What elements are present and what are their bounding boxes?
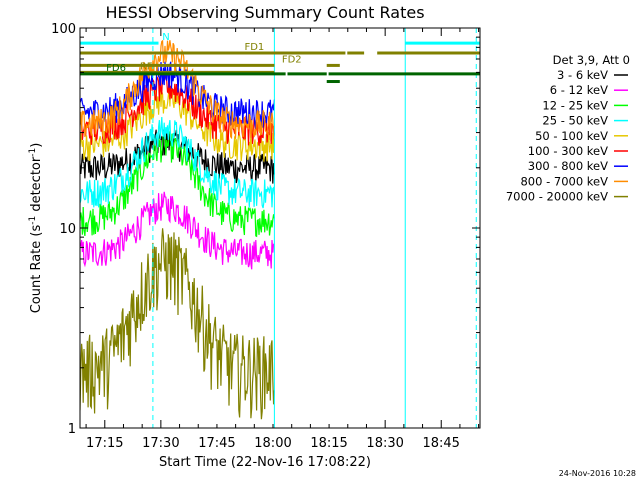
- x-tick-label: 18:30: [366, 436, 403, 451]
- x-axis-label: Start Time (22-Nov-16 17:08:22): [159, 455, 371, 470]
- flag-label-n: N: [162, 32, 169, 43]
- x-tick-label: 18:45: [422, 436, 459, 451]
- series-line-3: [80, 130, 275, 238]
- x-tick-label: 18:15: [310, 436, 347, 451]
- y-tick-label: 100: [51, 22, 76, 37]
- x-tick-label: 18:00: [254, 436, 291, 451]
- legend-label: 800 - 7000 keV: [520, 174, 608, 188]
- legend-label: 300 - 800 keV: [528, 159, 608, 173]
- y-axis-label-part3: ): [29, 143, 44, 148]
- flag-label-rf: RF: [140, 61, 153, 72]
- y-axis-label-sup2: -1: [28, 148, 38, 157]
- y-axis: 1 10 100: [51, 22, 480, 437]
- legend-label: 3 - 6 keV: [557, 68, 608, 82]
- x-tick-label: 17:45: [198, 436, 235, 451]
- series-line-2: [80, 191, 275, 270]
- series-line-4: [80, 116, 275, 209]
- y-tick-label: 1: [68, 422, 76, 437]
- series-line-8: [80, 39, 275, 141]
- legend-label: 7000 - 20000 keV: [506, 190, 608, 204]
- legend-header: Det 3,9, Att 0: [553, 53, 630, 67]
- y-tick-label: 10: [59, 222, 76, 237]
- plot-area: N FD1 FD2 RF FD6: [80, 28, 480, 428]
- x-axis: 17:15 17:30 17:45 18:00 18:15 18:30 18:45: [85, 28, 480, 451]
- y-axis-label: Count Rate (s-1 detector-1): [28, 143, 44, 314]
- y-axis-label-sup1: -1: [28, 216, 38, 225]
- x-tick-label: 17:15: [86, 436, 123, 451]
- flag-label-fd2: FD2: [282, 54, 302, 65]
- x-tick-label: 17:30: [142, 436, 179, 451]
- legend-label: 50 - 100 keV: [535, 129, 608, 143]
- y-axis-label-part2: detector: [29, 156, 44, 216]
- flag-label-fd1: FD1: [244, 42, 264, 53]
- series-line-9: [80, 228, 275, 420]
- chart-title: HESSI Observing Summary Count Rates: [105, 3, 424, 22]
- flag-label-fd6: FD6: [106, 63, 126, 74]
- legend-label: 12 - 25 keV: [542, 98, 608, 112]
- legend-label: 6 - 12 keV: [550, 83, 608, 97]
- generated-timestamp: 24-Nov-2016 10:28: [559, 469, 636, 478]
- y-axis-label-part1: Count Rate (s: [29, 225, 44, 314]
- legend-label: 25 - 50 keV: [542, 114, 608, 128]
- legend-label: 100 - 300 keV: [528, 144, 608, 158]
